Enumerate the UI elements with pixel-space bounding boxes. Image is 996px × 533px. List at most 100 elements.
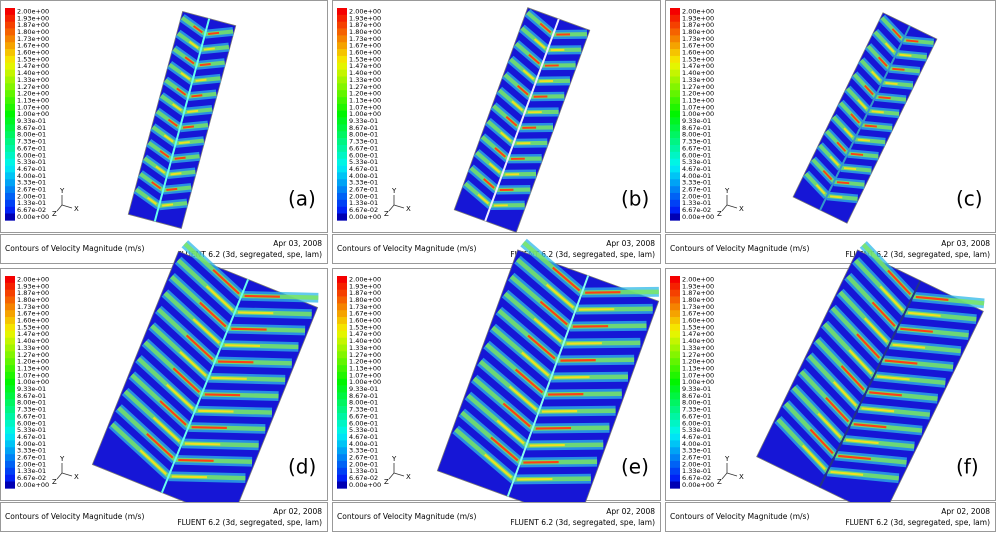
axis-label: X: [74, 205, 79, 213]
axis-label: Y: [391, 187, 397, 195]
flow-streak: [172, 103, 183, 112]
colorbar-band: [337, 172, 347, 180]
colorbar-label: 4.00e-01: [17, 440, 46, 448]
panel: 2.00e+001.93e+001.87e+001.80e+001.73e+00…: [665, 0, 996, 264]
colorbar-band: [337, 337, 347, 345]
footer-title: Contours of Velocity Magnitude (m/s): [337, 244, 476, 253]
flow-streak: [484, 453, 513, 479]
panel-label: (b): [621, 187, 649, 211]
flow-streak: [853, 423, 887, 429]
colorbar-band: [337, 440, 347, 448]
flow-streak: [906, 39, 919, 43]
colorbar-band: [5, 296, 15, 304]
flow-streak: [505, 116, 518, 127]
colorbar-band: [337, 90, 347, 98]
colorbar-band: [337, 124, 347, 132]
colorbar-label: 1.60e+00: [349, 49, 381, 57]
colorbar-label: 1.93e+00: [682, 282, 714, 290]
flow-streak: [871, 70, 881, 81]
colorbar-band: [5, 358, 15, 366]
flow-streak: [560, 359, 596, 362]
flow-streak: [900, 327, 933, 333]
colorbar-band: [5, 474, 15, 482]
flow-streak: [505, 173, 520, 176]
flow-streak: [533, 95, 548, 98]
colorbar-band: [5, 124, 15, 132]
colorbar-band: [337, 344, 347, 352]
colorbar-label: 1.33e-01: [17, 467, 46, 475]
flow-streak: [877, 56, 888, 67]
colorbar-label: 5.33e-01: [17, 158, 46, 166]
colorbar-band: [670, 467, 680, 475]
colorbar-label: 2.67e-01: [682, 186, 711, 194]
colorbar-band: [670, 103, 680, 112]
footer-date: Apr 02, 2008: [273, 507, 322, 516]
colorbar-band: [337, 206, 347, 214]
colorbar-label: 1.07e+00: [682, 103, 714, 111]
flow-streak: [167, 118, 178, 127]
colorbar-band: [670, 151, 680, 159]
colorbar-label: 1.80e+00: [17, 28, 49, 36]
colorbar-label: 1.40e+00: [17, 337, 49, 345]
colorbar-band: [670, 365, 680, 373]
colorbar-label: 1.07e+00: [682, 371, 714, 379]
footer: [332, 502, 661, 532]
colorbar-band: [670, 337, 680, 345]
colorbar-band: [5, 35, 15, 43]
axis-x: [61, 204, 73, 209]
flow-streak: [864, 124, 877, 128]
colorbar-band: [5, 413, 15, 421]
colorbar-band: [670, 276, 680, 284]
colorbar-label: 1.87e+00: [17, 289, 49, 297]
colorbar-label: 1.07e+00: [349, 371, 381, 379]
colorbar-label: 1.67e+00: [682, 42, 714, 50]
colorbar-band: [5, 138, 15, 146]
flow-streak: [817, 412, 842, 439]
colorbar-label: 7.33e-01: [682, 406, 711, 414]
axis-label: Z: [384, 478, 389, 486]
flow-streak: [552, 266, 581, 292]
flow-streak: [237, 311, 274, 315]
colorbar-band: [670, 344, 680, 352]
flow-streak: [184, 56, 195, 65]
flow-streak: [516, 84, 529, 96]
footer-date: Apr 02, 2008: [606, 507, 655, 516]
colorbar-label: 3.33e-01: [17, 447, 46, 455]
colorbar-band: [5, 179, 15, 187]
flow-streak: [152, 416, 181, 443]
footer-title: Contours of Velocity Magnitude (m/s): [5, 512, 144, 521]
colorbar-band: [337, 310, 347, 318]
colorbar-label: 3.33e-01: [349, 447, 378, 455]
flow-streak: [539, 22, 552, 34]
flow-streak: [516, 142, 531, 145]
flow-streak: [899, 53, 912, 57]
colorbar-band: [5, 419, 15, 427]
flow-streak: [529, 443, 565, 447]
flow-streak: [155, 165, 166, 174]
contour-plot: [756, 241, 985, 519]
colorbar-label: 6.67e-01: [17, 412, 46, 420]
flow-streak: [879, 285, 904, 311]
colorbar-band: [337, 433, 347, 441]
colorbar-label: 8.67e-01: [17, 392, 46, 400]
flow-streak: [159, 150, 170, 159]
flow-streak: [857, 99, 867, 110]
colorbar-label: 1.13e+00: [682, 96, 714, 104]
colorbar-band: [670, 282, 680, 290]
flow-streak: [180, 72, 191, 81]
colorbar-band: [337, 199, 347, 207]
flow-streak: [885, 82, 898, 85]
axis-label: X: [406, 205, 411, 213]
flow-streak: [884, 42, 895, 53]
colorbar-band: [337, 385, 347, 393]
colorbar-band: [5, 323, 15, 332]
colorbar-band: [5, 192, 15, 201]
axis-label: Z: [384, 210, 389, 218]
colorbar-band: [670, 138, 680, 146]
colorbar-band: [670, 90, 680, 98]
flow-streak: [523, 460, 559, 464]
flow-streak: [887, 269, 912, 296]
flow-streak: [182, 125, 195, 129]
colorbar-band: [5, 433, 15, 441]
